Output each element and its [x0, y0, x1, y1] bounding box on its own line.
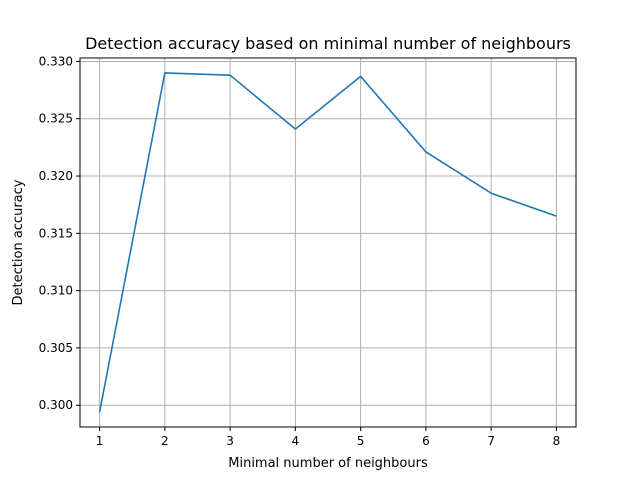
x-tick-label: 3: [226, 434, 234, 448]
chart-title: Detection accuracy based on minimal numb…: [85, 34, 571, 53]
y-tick-label: 0.310: [39, 284, 73, 298]
x-tick-label: 1: [96, 434, 104, 448]
y-tick-label: 0.315: [39, 226, 73, 240]
y-axis-label: Detection accuracy: [11, 179, 26, 305]
x-tick-label: 5: [357, 434, 365, 448]
y-tick-label: 0.320: [39, 169, 73, 183]
x-axis-label: Minimal number of neighbours: [228, 456, 428, 471]
x-tick-label: 6: [422, 434, 430, 448]
y-tick-label: 0.300: [39, 398, 73, 412]
series-layer: [98, 72, 557, 413]
y-tick-label: 0.305: [39, 341, 73, 355]
series-line: [98, 72, 557, 413]
x-tick-label: 7: [487, 434, 495, 448]
plot-frame: [79, 57, 577, 428]
y-tick-label: 0.325: [39, 112, 73, 126]
y-tick-label: 0.330: [39, 54, 73, 68]
axis-ticks: 1 2 3 4 5 6 7 8 0.300 0.305 0.310 0.315 0.320 0.325 0.…: [39, 54, 561, 448]
x-tick-label: 4: [292, 434, 300, 448]
x-tick-label: 8: [553, 434, 561, 448]
x-tick-label: 2: [161, 434, 169, 448]
grid-lines: [80, 58, 576, 427]
